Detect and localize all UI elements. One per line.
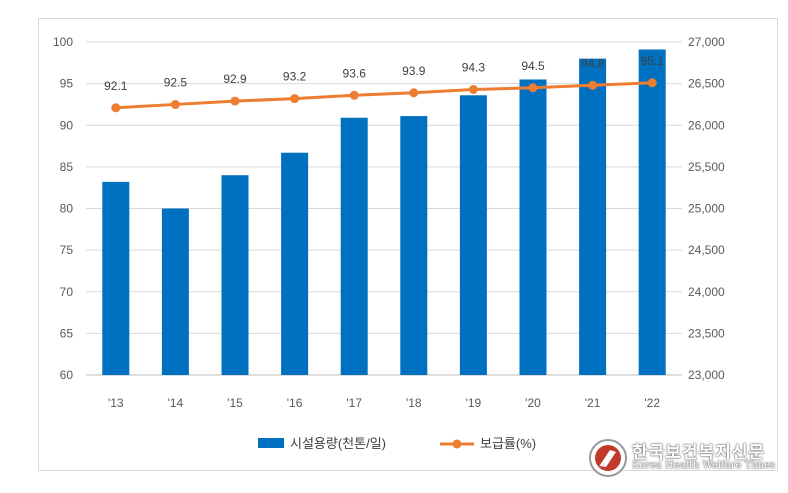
x-tick-label: '22 bbox=[644, 396, 660, 410]
bar bbox=[221, 175, 249, 375]
x-tick-label: '20 bbox=[525, 396, 541, 410]
y-right-tick-label: 26,000 bbox=[688, 118, 725, 132]
data-labels: 92.1 92.5 92.9 93.2 93.6 93.9 94.3 94.5 94.8 95.1 bbox=[104, 54, 664, 93]
bar-series bbox=[102, 49, 666, 376]
watermark: 한국보건복지신문 Korea Health Welfare Times bbox=[588, 436, 778, 480]
data-label: 92.9 bbox=[223, 72, 247, 86]
bar bbox=[400, 116, 428, 375]
line-point bbox=[349, 90, 359, 100]
data-label: 93.2 bbox=[283, 70, 307, 84]
line-point bbox=[111, 103, 121, 113]
y-left-tick-label: 90 bbox=[60, 118, 74, 132]
y-left-tick-label: 60 bbox=[60, 368, 74, 382]
x-tick-label: '16 bbox=[287, 396, 303, 410]
legend-bar-swatch bbox=[258, 438, 284, 448]
line-point bbox=[290, 94, 300, 104]
y-left-tick-label: 80 bbox=[60, 202, 74, 216]
line-point bbox=[588, 80, 598, 90]
y-left-tick-label: 75 bbox=[60, 243, 74, 257]
y-left-tick-label: 95 bbox=[60, 77, 74, 91]
watermark-korean: 한국보건복지신문 bbox=[632, 443, 766, 463]
bar bbox=[519, 79, 547, 376]
data-label: 92.5 bbox=[164, 75, 188, 89]
watermark-logo-icon bbox=[589, 439, 627, 477]
data-label: 93.9 bbox=[402, 64, 426, 78]
line-point bbox=[468, 84, 478, 94]
data-label: 94.5 bbox=[521, 59, 545, 73]
line-point bbox=[170, 99, 180, 109]
x-tick-label: '19 bbox=[466, 396, 482, 410]
y-right-tick-label: 27,000 bbox=[688, 35, 725, 49]
bar bbox=[340, 117, 368, 375]
y-right-tick-label: 26,500 bbox=[688, 77, 725, 91]
y-right-tick-label: 23,500 bbox=[688, 326, 725, 340]
series-line bbox=[115, 81, 653, 110]
line-point bbox=[647, 78, 657, 88]
y-right-tick-label: 24,000 bbox=[688, 285, 725, 299]
bar bbox=[459, 95, 487, 375]
bar bbox=[638, 49, 666, 376]
x-tick-label: '14 bbox=[168, 396, 184, 410]
x-tick-label: '13 bbox=[108, 396, 124, 410]
y-left-tick-label: 100 bbox=[53, 35, 73, 49]
axes: 100 27,000 95 26,500 90 26,000 85 25,500 80 25,00… bbox=[53, 35, 725, 410]
data-label: 95.1 bbox=[641, 54, 665, 68]
x-tick-label: '17 bbox=[346, 396, 362, 410]
legend-line-label: 보급률(%) bbox=[480, 436, 536, 451]
bar bbox=[281, 152, 309, 375]
legend-line-marker bbox=[452, 439, 462, 449]
x-tick-label: '15 bbox=[227, 396, 243, 410]
data-label: 94.3 bbox=[462, 60, 486, 74]
data-label: 93.6 bbox=[343, 66, 367, 80]
chart-frame bbox=[38, 18, 778, 471]
y-right-tick-label: 24,500 bbox=[688, 243, 725, 257]
x-tick-label: '18 bbox=[406, 396, 422, 410]
y-right-tick-label: 25,000 bbox=[688, 202, 725, 216]
data-label: 94.8 bbox=[581, 56, 605, 70]
y-left-tick-label: 85 bbox=[60, 160, 74, 174]
y-right-tick-label: 25,500 bbox=[688, 160, 725, 174]
bar bbox=[161, 208, 189, 375]
line-point bbox=[528, 83, 538, 93]
bar bbox=[102, 181, 130, 375]
line-point bbox=[230, 96, 240, 106]
y-left-tick-label: 65 bbox=[60, 326, 74, 340]
legend-bar-label: 시설용량(천톤/일) bbox=[290, 436, 386, 451]
x-tick-label: '21 bbox=[585, 396, 601, 410]
y-left-tick-label: 70 bbox=[60, 285, 74, 299]
bar bbox=[579, 58, 607, 376]
line-point bbox=[409, 88, 419, 98]
y-right-tick-label: 23,000 bbox=[688, 368, 725, 382]
legend: 시설용량(천톤/일) 보급률(%) bbox=[258, 436, 536, 451]
data-label: 92.1 bbox=[104, 79, 128, 93]
line-series bbox=[111, 78, 657, 113]
watermark-english: Korea Health Welfare Times bbox=[632, 460, 776, 471]
